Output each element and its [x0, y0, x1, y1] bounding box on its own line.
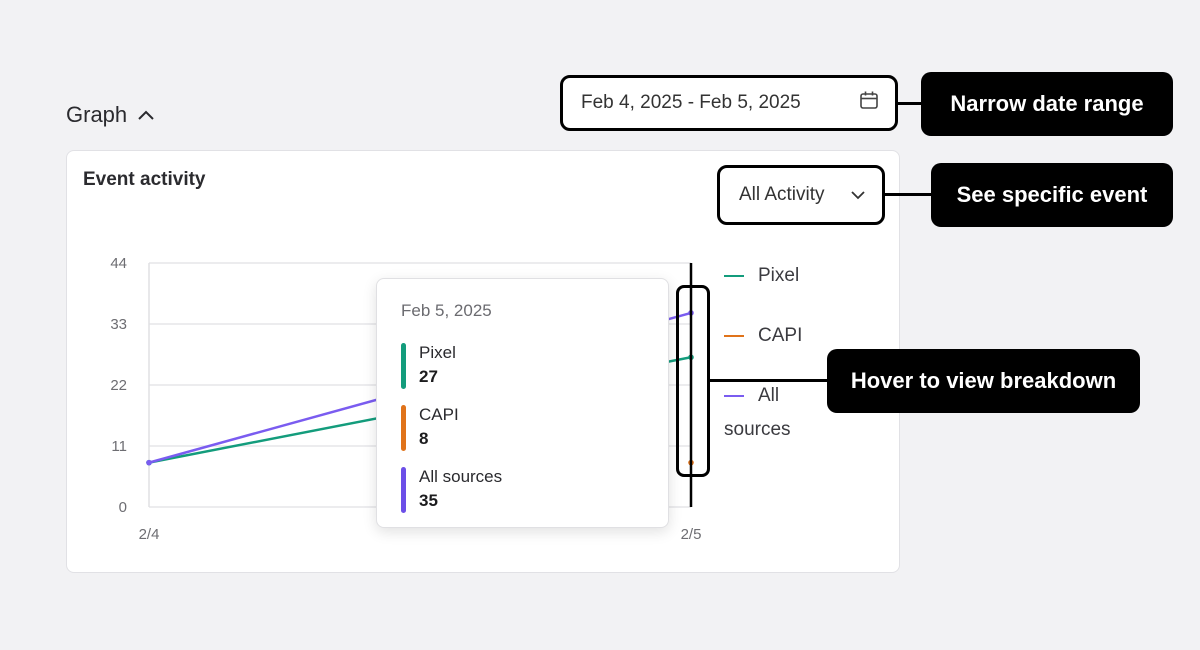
activity-filter-dropdown[interactable]: All Activity — [717, 165, 885, 225]
tooltip-value: 8 — [419, 429, 429, 448]
tooltip-label: Pixel — [419, 343, 456, 362]
date-range-value: Feb 4, 2025 - Feb 5, 2025 — [581, 92, 801, 113]
event-callout-connector — [884, 193, 932, 196]
y-tick-label: 22 — [110, 377, 127, 394]
y-tick-label: 11 — [111, 438, 127, 455]
hover-callout-connector — [710, 379, 828, 382]
legend-label: CAPI — [758, 325, 803, 346]
x-tick-label: 2/4 — [139, 526, 160, 543]
x-tick-label: 2/5 — [681, 526, 702, 543]
tooltip-date: Feb 5, 2025 — [401, 301, 492, 320]
tooltip-color-bar — [401, 343, 406, 389]
tooltip-value: 35 — [419, 491, 438, 510]
chevron-down-icon — [850, 184, 866, 206]
y-tick-label: 0 — [119, 499, 127, 516]
hover-tooltip: Feb 5, 2025 Pixel 27 CAPI 8 All sources … — [376, 278, 669, 528]
tooltip-value: 27 — [419, 367, 438, 386]
tooltip-color-bar — [401, 467, 406, 513]
date-range-picker[interactable]: Feb 4, 2025 - Feb 5, 2025 — [560, 75, 898, 131]
hover-callout: Hover to view breakdown — [827, 349, 1140, 413]
y-tick-label: 33 — [110, 316, 127, 333]
legend-label: Pixel — [758, 265, 800, 286]
legend-item-capi[interactable]: CAPI — [724, 325, 802, 347]
legend-swatch — [724, 394, 744, 397]
data-point-all-sources — [146, 459, 152, 466]
tooltip-label: CAPI — [419, 405, 459, 424]
event-activity-card: Event activity All Activity 0 11 22 33 44 2/4… — [66, 150, 900, 573]
graph-section-title: Graph — [66, 102, 128, 127]
tooltip-color-bar — [401, 405, 406, 451]
legend-label: All sources — [724, 385, 791, 440]
event-callout-text: See specific event — [956, 182, 1148, 207]
calendar-icon[interactable] — [859, 90, 879, 116]
activity-filter-value: All Activity — [739, 184, 825, 205]
chevron-up-icon[interactable] — [137, 109, 155, 121]
legend-item-pixel[interactable]: Pixel — [724, 265, 799, 287]
legend-swatch — [724, 334, 744, 337]
date-range-callout-text: Narrow date range — [950, 91, 1144, 116]
legend-swatch — [724, 274, 744, 277]
hover-highlight-frame — [676, 285, 710, 477]
event-callout: See specific event — [931, 163, 1173, 227]
hover-callout-text: Hover to view breakdown — [850, 368, 1117, 393]
card-title: Event activity — [83, 169, 206, 190]
y-tick-label: 44 — [110, 255, 127, 272]
legend-item-all-sources[interactable]: All sources — [724, 379, 834, 447]
tooltip-label: All sources — [419, 467, 503, 486]
graph-section-header[interactable]: Graph — [66, 102, 155, 128]
date-range-callout-connector — [898, 102, 922, 105]
date-range-callout: Narrow date range — [921, 72, 1173, 136]
